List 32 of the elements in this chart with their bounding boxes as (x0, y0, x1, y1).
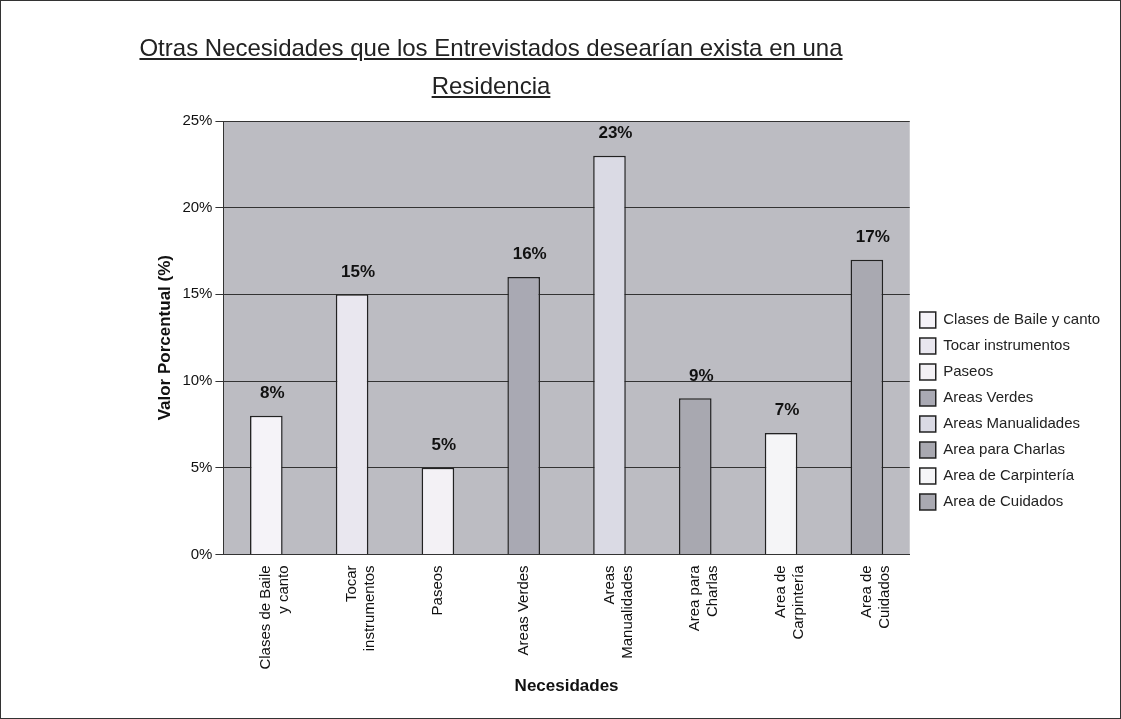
legend-label: Tocar instrumentos (943, 336, 1070, 354)
x-tick-label: Clases de Baile y canto (256, 565, 292, 670)
y-axis-title: Valor Porcentual (%) (154, 255, 174, 421)
x-tick-label: Area de Carpintería (771, 564, 807, 640)
legend-label: Area de Carpintería (943, 466, 1075, 484)
data-label: 8% (260, 382, 285, 402)
legend-label: Area para Charlas (943, 440, 1065, 458)
x-tick-label: Areas Verdes (513, 565, 531, 656)
y-tick-label: 15% (182, 284, 213, 302)
data-label: 15% (341, 261, 376, 281)
x-tick-label: Paseos (428, 565, 446, 616)
chart-title: Otras Necesidades que los Entrevistados desearían exista en una Residencia (138, 33, 844, 101)
y-tick-label: 20% (182, 197, 213, 215)
y-tick-label: 25% (182, 111, 213, 129)
legend-label: Clases de Baile y canto (943, 310, 1101, 328)
legend-label: Area de Cuidados (943, 492, 1064, 510)
legend-label: Areas Manualidades (943, 414, 1081, 432)
data-label: 7% (774, 400, 800, 420)
x-tick-label: Areas Manualidades (599, 565, 635, 659)
data-label: 5% (431, 434, 457, 454)
data-label: 16% (512, 244, 547, 264)
legend-label: Areas Verdes (943, 388, 1034, 406)
data-label: 23% (598, 122, 633, 142)
legend-label: Paseos (943, 362, 994, 380)
y-tick-label: 10% (182, 371, 213, 389)
x-axis-title: Necesidades (514, 676, 619, 696)
data-label: 17% (855, 226, 890, 246)
y-tick-label: 0% (190, 544, 213, 562)
x-tick-label: Area de Cuidados (856, 565, 892, 629)
y-tick-label: 5% (190, 457, 213, 475)
x-tick-label: Area para Charlas (685, 564, 721, 632)
data-label: 9% (688, 365, 714, 385)
